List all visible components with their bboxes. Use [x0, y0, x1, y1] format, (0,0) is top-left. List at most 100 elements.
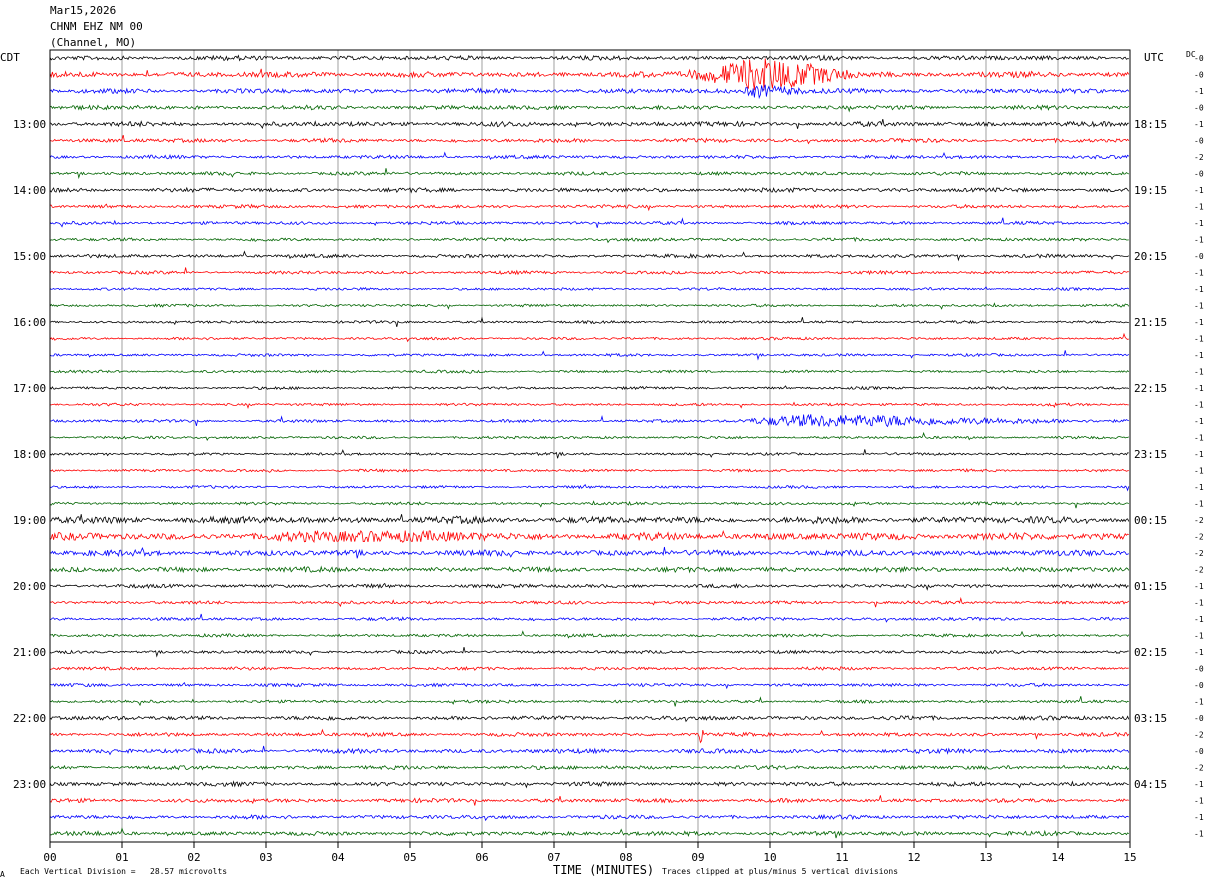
x-tick-label: 03 [259, 851, 272, 864]
trace-line [49, 217, 1130, 228]
dc-offset-label: -1 [1194, 351, 1204, 360]
x-tick-label: 02 [187, 851, 200, 864]
left-hour-label: 21:00 [13, 646, 46, 659]
dc-offset-label: -1 [1194, 500, 1204, 509]
x-tick-label: 08 [619, 851, 632, 864]
trace-line [49, 582, 1129, 591]
trace-line [49, 449, 1129, 459]
dc-offset-label: -0 [1194, 665, 1204, 674]
dc-offset-label: -0 [1194, 714, 1204, 723]
trace-line [49, 151, 1130, 161]
x-tick-label: 07 [547, 851, 560, 864]
channel-label: (Channel, MO) [50, 36, 137, 49]
trace-line [49, 401, 1129, 410]
dc-offset-label: -1 [1194, 434, 1204, 443]
trace-line [49, 369, 1130, 374]
trace-line [49, 350, 1130, 361]
trace-line [49, 58, 1130, 91]
dc-offset-label: -1 [1194, 335, 1204, 344]
dc-offset-label: -1 [1194, 780, 1204, 789]
trace-line [49, 827, 1130, 839]
dc-header-label: DC [1186, 50, 1196, 59]
minute-grid [121, 50, 1059, 842]
dc-offset-label: -2 [1194, 764, 1204, 773]
dc-offset-label: -1 [1194, 417, 1204, 426]
plot-frame [49, 49, 1131, 843]
trace-line [49, 431, 1130, 441]
right-hour-label: 04:15 [1134, 778, 1167, 791]
right-hour-label: 18:15 [1134, 118, 1167, 131]
dc-offset-label: -1 [1194, 384, 1204, 393]
right-time-labels: 18:15 19:15 20:15 21:15 22:15 23:15 00:15 01:15… [1134, 118, 1167, 791]
x-tick-label: 13 [979, 851, 992, 864]
trace-line [49, 666, 1129, 672]
trace-line [49, 613, 1129, 623]
x-tick-label: 11 [835, 851, 848, 864]
left-hour-label: 22:00 [13, 712, 46, 725]
right-hour-label: 20:15 [1134, 250, 1167, 263]
trace-line [49, 134, 1130, 145]
dc-offset-label: -1 [1194, 483, 1204, 492]
dc-offset-label: -1 [1194, 302, 1204, 311]
trace-line [49, 54, 1129, 62]
dc-offset-label: -1 [1194, 269, 1204, 278]
left-hour-label: 17:00 [13, 382, 46, 395]
trace-line [49, 104, 1130, 113]
trace-line [49, 267, 1129, 276]
dc-offset-label: -1 [1194, 401, 1204, 410]
trace-line [49, 84, 1130, 100]
trace-line [49, 630, 1130, 639]
dc-offset-label: -1 [1194, 698, 1204, 707]
trace-line [49, 546, 1129, 559]
trace-line [49, 596, 1130, 608]
trace-line [49, 250, 1130, 262]
trace-line [49, 332, 1129, 343]
clip-note: Traces clipped at plus/minus 5 vertical … [662, 867, 899, 876]
dc-offset-label: -2 [1194, 731, 1204, 740]
dc-offset-label: -1 [1194, 236, 1204, 245]
trace-line [49, 316, 1129, 327]
left-hour-label: 20:00 [13, 580, 46, 593]
trace-line [49, 385, 1129, 391]
trace-line [49, 500, 1130, 509]
x-tick-label: 05 [403, 851, 416, 864]
dc-offset-label: -1 [1194, 797, 1204, 806]
trace-line [49, 565, 1130, 574]
dc-offset-label: -0 [1194, 747, 1204, 756]
right-hour-label: 01:15 [1134, 580, 1167, 593]
left-hour-label: 18:00 [13, 448, 46, 461]
dc-offset-label: -1 [1194, 186, 1204, 195]
x-tick-label: 06 [475, 851, 488, 864]
dc-offset-label: -0 [1194, 71, 1204, 80]
dc-offset-label: -0 [1194, 137, 1204, 146]
dc-offset-label: -1 [1194, 87, 1204, 96]
left-hour-label: 19:00 [13, 514, 46, 527]
right-timezone-label: UTC [1144, 51, 1164, 64]
x-tick-label: 15 [1123, 851, 1136, 864]
dc-offset-label: -1 [1194, 285, 1204, 294]
trace-line [49, 203, 1130, 212]
dc-offset-label: -0 [1194, 681, 1204, 690]
trace-line [49, 813, 1130, 822]
seismic-traces [49, 54, 1130, 839]
trace-line [49, 728, 1130, 744]
dc-offset-label: -2 [1194, 516, 1204, 525]
trace-line [49, 780, 1129, 789]
station-label: CHNM EHZ NM 00 [50, 20, 143, 33]
dc-offset-label: -1 [1194, 467, 1204, 476]
dc-offset-label: -1 [1194, 318, 1204, 327]
trace-line [49, 647, 1129, 658]
dc-offset-label: -0 [1194, 104, 1204, 113]
dc-offset-label: -1 [1194, 599, 1204, 608]
left-hour-label: 16:00 [13, 316, 46, 329]
trace-line [49, 681, 1129, 690]
trace-line [49, 286, 1130, 292]
dc-offset-label: -0 [1194, 252, 1204, 261]
left-time-labels: 13:00 14:00 15:00 16:00 17:00 18:00 19:00 20:00… [13, 118, 46, 791]
dc-offset-labels: -0 -0 -1 -0 -1 -0 -2 -0 -1 -1 -1 -1 -0 -1 -1 -1 -1 -1 -1 -1… [1194, 54, 1204, 839]
trace-line [49, 484, 1130, 492]
dc-offset-label: -1 [1194, 450, 1204, 459]
trace-line [49, 696, 1129, 707]
left-timezone-label: CDT [0, 51, 20, 64]
